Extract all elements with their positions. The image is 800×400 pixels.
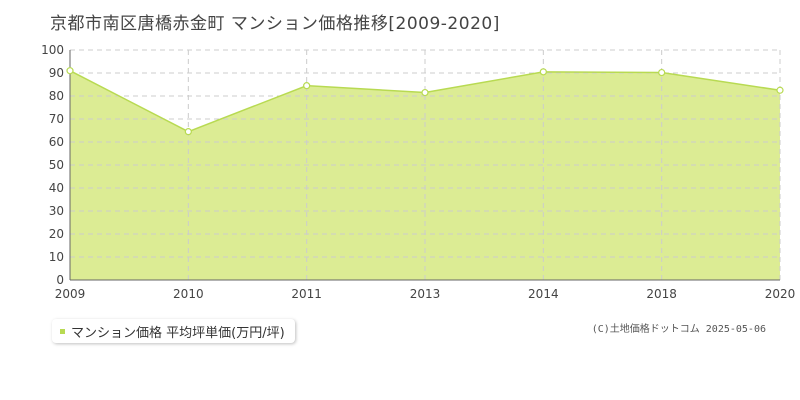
x-tick-label: 2013 bbox=[410, 287, 441, 301]
y-tick-label: 10 bbox=[49, 250, 64, 264]
y-tick-label: 30 bbox=[49, 204, 64, 218]
data-point bbox=[658, 68, 666, 77]
x-tick-label: 2009 bbox=[55, 287, 86, 301]
data-point bbox=[66, 67, 74, 75]
x-tick-label: 2020 bbox=[765, 287, 796, 301]
y-tick-label: 100 bbox=[41, 43, 64, 57]
data-point bbox=[303, 82, 311, 90]
x-tick-label: 2018 bbox=[646, 287, 677, 301]
x-tick-label: 2014 bbox=[528, 287, 559, 301]
series-area bbox=[70, 70, 780, 280]
data-point bbox=[539, 68, 547, 76]
y-tick-label: 70 bbox=[49, 112, 64, 126]
x-tick-label: 2011 bbox=[291, 287, 322, 301]
data-point bbox=[184, 128, 192, 136]
y-tick-label: 80 bbox=[49, 89, 64, 103]
legend-label: マンション価格 平均坪単価(万円/坪) bbox=[71, 325, 285, 341]
data-point bbox=[421, 88, 429, 97]
chart-title: 京都市南区唐橋赤金町 マンション価格推移[2009-2020] bbox=[50, 14, 500, 34]
x-tick-label: 2010 bbox=[173, 287, 204, 301]
y-tick-label: 60 bbox=[49, 135, 64, 149]
legend-marker-icon bbox=[60, 328, 65, 334]
data-point bbox=[776, 86, 784, 94]
y-tick-label: 90 bbox=[49, 66, 64, 80]
y-tick-label: 20 bbox=[49, 227, 64, 241]
legend: マンション価格 平均坪単価(万円/坪) bbox=[52, 319, 295, 343]
copyright-footer: (C)土地価格ドットコム 2025-05-06 bbox=[591, 324, 766, 335]
y-tick-label: 0 bbox=[56, 273, 64, 287]
y-tick-label: 40 bbox=[49, 181, 64, 195]
y-tick-label: 50 bbox=[49, 158, 64, 172]
